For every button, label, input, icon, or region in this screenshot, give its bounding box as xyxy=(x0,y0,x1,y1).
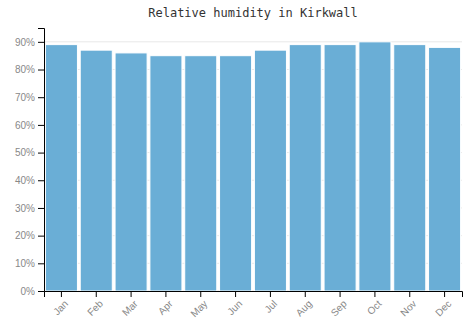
y-tick-label: 0% xyxy=(21,286,36,297)
grid-line xyxy=(44,41,462,42)
bar xyxy=(324,45,356,291)
x-tick: Mar xyxy=(120,291,140,318)
x-tick: Jul xyxy=(262,291,279,315)
x-tick: Feb xyxy=(85,291,105,318)
x-tick: Aug xyxy=(294,291,314,318)
y-tick-label: 30% xyxy=(15,203,35,214)
bar xyxy=(150,56,182,291)
x-tick: May xyxy=(188,291,209,319)
bar xyxy=(220,56,252,291)
x-tick-mark xyxy=(235,291,236,297)
y-tick-mark xyxy=(38,153,44,154)
x-tick-mark xyxy=(131,291,132,297)
y-axis: 0% 10% 20% 30% 40% 50% 60% 70% 80% 90% xyxy=(15,29,45,297)
bars xyxy=(45,42,460,291)
y-tick-mark xyxy=(38,70,44,71)
y-tick-label: 60% xyxy=(15,120,35,131)
x-tick-label: Nov xyxy=(398,298,418,318)
y-tick-label: 10% xyxy=(15,258,35,269)
y-tick-label: 50% xyxy=(15,147,35,158)
y-tick-label: 20% xyxy=(15,230,35,241)
chart: 0% 10% 20% 30% 40% 50% 60% 70% 80% 90% Jan Feb Mar Ap… xyxy=(0,0,474,331)
x-tick: Nov xyxy=(398,291,418,318)
bar xyxy=(429,47,461,291)
y-tick: 60% xyxy=(15,120,44,131)
x-tick: Dec xyxy=(433,291,453,318)
x-tick-label: Feb xyxy=(85,298,105,318)
x-tick-label: Jan xyxy=(51,298,70,317)
y-tick-mark xyxy=(38,236,44,237)
x-tick-mark xyxy=(374,291,375,297)
y-tick: 50% xyxy=(15,147,44,158)
x-tick-label: Apr xyxy=(156,298,175,317)
bar xyxy=(359,42,391,291)
bar xyxy=(45,45,77,291)
x-tick: Jan xyxy=(51,291,70,317)
y-tick: 10% xyxy=(15,258,44,269)
y-tick: 0% xyxy=(21,286,44,297)
x-tick-mark xyxy=(444,291,445,297)
bar xyxy=(254,50,286,291)
x-axis: Jan Feb Mar Apr May Jun Jul Aug Sep Oct Nov Dec xyxy=(45,291,463,319)
x-tick-mark xyxy=(96,291,97,297)
y-tick-mark xyxy=(38,291,44,292)
x-tick: Apr xyxy=(156,291,175,317)
y-tick: 20% xyxy=(15,230,44,241)
bar xyxy=(289,45,321,291)
y-tick-label: 80% xyxy=(15,64,35,75)
x-tick-mark xyxy=(340,291,341,297)
x-tick-mark xyxy=(305,291,306,297)
x-tick-mark xyxy=(200,291,201,297)
grid xyxy=(44,42,462,291)
x-tick-label: Oct xyxy=(365,298,384,317)
x-tick-label: Jul xyxy=(262,298,279,315)
x-axis-line xyxy=(45,292,463,298)
y-tick-mark xyxy=(38,42,44,43)
y-tick: 80% xyxy=(15,64,44,75)
bar xyxy=(115,53,147,291)
bar xyxy=(185,56,217,291)
y-axis-line xyxy=(38,29,45,292)
x-tick-label: Mar xyxy=(120,298,140,318)
bar xyxy=(80,50,112,291)
y-tick-mark xyxy=(38,97,44,98)
x-tick: Sep xyxy=(329,291,350,318)
y-tick-label: 70% xyxy=(15,92,35,103)
x-tick-label: Sep xyxy=(329,298,350,319)
y-tick-mark xyxy=(38,208,44,209)
y-tick-mark xyxy=(38,263,44,264)
x-tick-label: May xyxy=(188,298,209,319)
x-tick-mark xyxy=(270,291,271,297)
x-tick: Oct xyxy=(365,291,384,317)
x-tick: Jun xyxy=(225,291,244,317)
bar xyxy=(394,45,426,291)
y-tick: 70% xyxy=(15,92,44,103)
x-tick-mark xyxy=(165,291,166,297)
x-tick-mark xyxy=(61,291,62,297)
y-tick-mark xyxy=(38,180,44,181)
y-tick-label: 90% xyxy=(15,37,35,48)
y-tick: 40% xyxy=(15,175,44,186)
x-tick-label: Jun xyxy=(225,298,244,317)
y-tick-label: 40% xyxy=(15,175,35,186)
x-tick-mark xyxy=(409,291,410,297)
plot: 0% 10% 20% 30% 40% 50% 60% 70% 80% 90% Jan Feb Mar Ap… xyxy=(15,29,463,320)
x-tick-label: Dec xyxy=(433,298,453,318)
title: Relative humidity in Kirkwall xyxy=(148,6,358,20)
x-tick-label: Aug xyxy=(294,298,314,318)
y-tick: 30% xyxy=(15,203,44,214)
y-tick: 90% xyxy=(15,37,44,48)
y-tick-mark xyxy=(38,125,44,126)
